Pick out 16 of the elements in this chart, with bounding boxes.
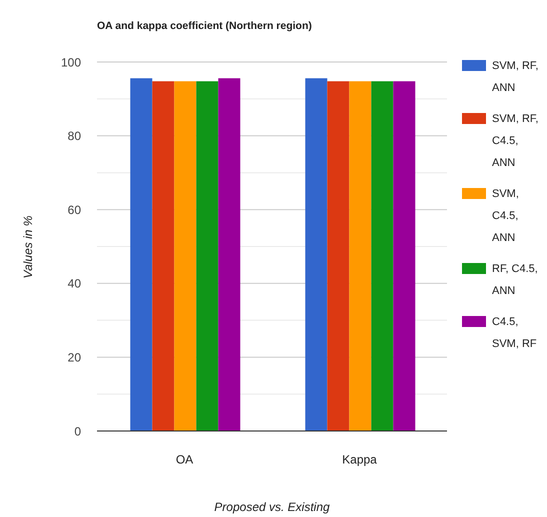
x-tick-label: OA: [176, 452, 194, 467]
x-axis-title: Proposed vs. Existing: [214, 500, 330, 514]
legend-label: SVM, C4.5, ANN: [492, 188, 519, 244]
legend-label: RF, C4.5, ANN: [492, 263, 538, 297]
y-tick-label: 0: [74, 424, 82, 438]
y-tick-label: 60: [68, 202, 82, 217]
y-axis-title: Values in %: [21, 215, 35, 278]
y-tick-label: 80: [68, 129, 82, 144]
legend-label: C4.5, SVM, RF: [492, 316, 537, 350]
y-tick-label: 20: [68, 350, 82, 364]
x-tick-label: Kappa: [342, 452, 378, 467]
y-tick-label: 100: [60, 55, 82, 70]
y-tick-label: 40: [68, 276, 82, 291]
chart-title: OA and kappa coefficient (Northern region): [97, 20, 312, 32]
legend-label: SVM, RF, ANN: [492, 60, 538, 94]
legend-label: SVM, RF, C4.5, ANN: [492, 113, 538, 169]
